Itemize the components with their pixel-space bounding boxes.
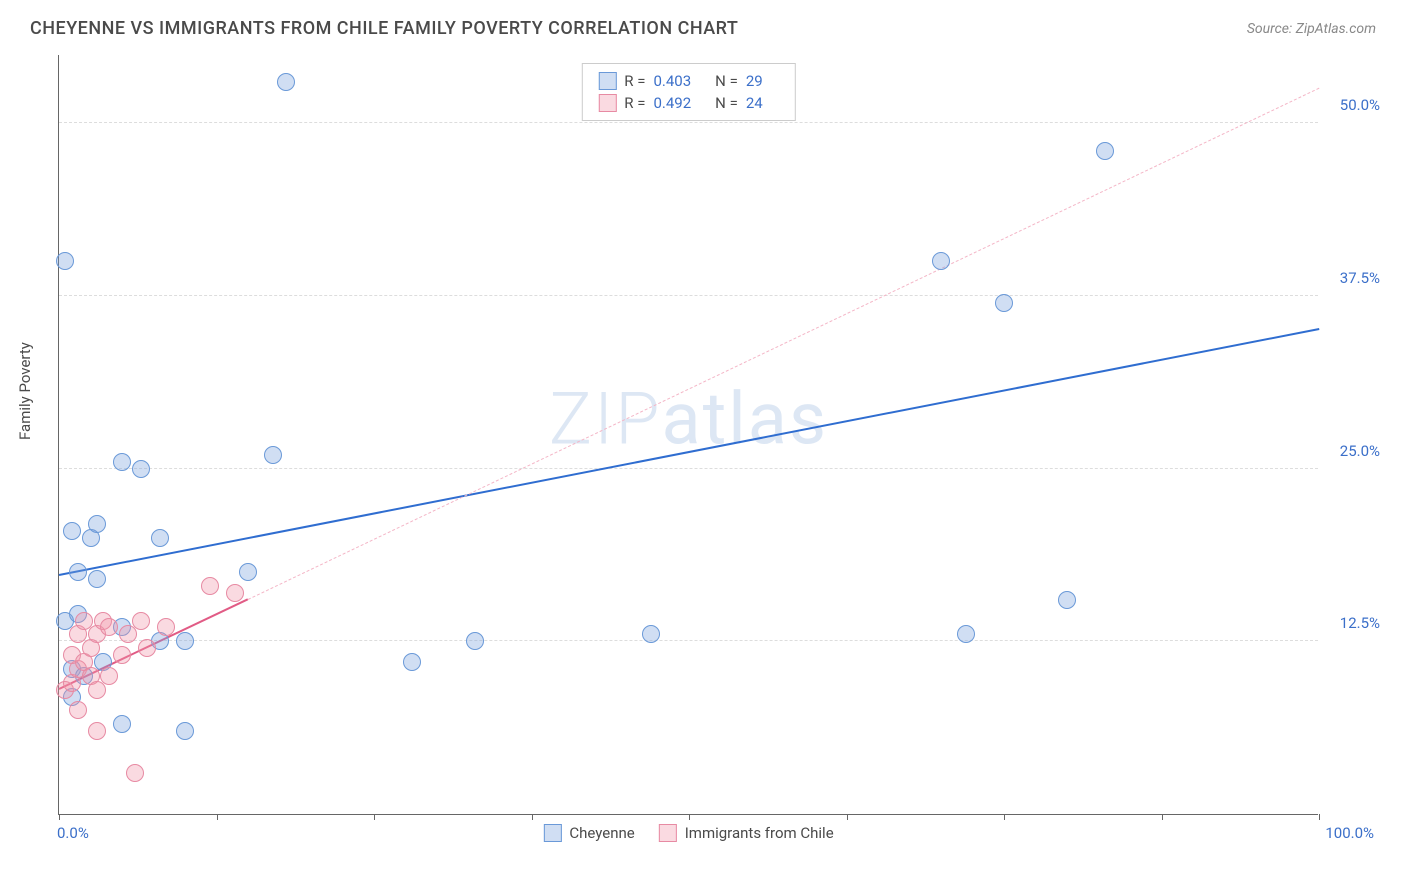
data-point [157,618,175,636]
legend-label-chile: Immigrants from Chile [685,824,834,842]
gridline [59,640,1318,641]
gridline [59,122,1318,123]
data-point [126,764,144,782]
n-label: N = [715,72,738,90]
data-point [75,612,93,630]
n-label: N = [715,94,738,112]
data-point [100,618,118,636]
x-tick [532,814,533,820]
data-point [113,715,131,733]
trendline-extrapolated [248,88,1319,600]
data-point [176,632,194,650]
swatch-chile [598,94,616,112]
data-point [957,625,975,643]
data-point [113,453,131,471]
n-value-chile: 24 [746,94,763,112]
r-value-chile: 0.492 [653,94,691,112]
legend-item-cheyenne: Cheyenne [543,824,634,842]
data-point [151,529,169,547]
data-point [88,722,106,740]
y-axis-label: Family Poverty [16,342,34,440]
data-point [277,73,295,91]
data-point [119,625,137,643]
legend-label-cheyenne: Cheyenne [569,824,634,842]
trendline [59,328,1319,576]
x-tick [1004,814,1005,820]
x-tick [1319,814,1320,820]
data-point [1096,142,1114,160]
data-point [403,653,421,671]
data-point [138,639,156,657]
x-tick [59,814,60,820]
legend-row-chile: R = 0.492 N = 24 [598,92,778,114]
r-value-cheyenne: 0.403 [653,72,691,90]
x-tick [1162,814,1163,820]
data-point [132,612,150,630]
data-point [63,522,81,540]
data-point [466,632,484,650]
data-point [226,584,244,602]
legend-row-cheyenne: R = 0.403 N = 29 [598,70,778,92]
y-tick-label: 12.5% [1340,614,1380,632]
x-tick [217,814,218,820]
data-point [1058,591,1076,609]
correlation-legend: R = 0.403 N = 29 R = 0.492 N = 24 [581,63,795,121]
data-point [132,460,150,478]
r-label: R = [624,72,645,90]
y-tick-label: 37.5% [1340,269,1380,287]
data-point [642,625,660,643]
data-point [88,570,106,588]
x-tick [847,814,848,820]
data-point [69,563,87,581]
swatch-cheyenne [598,72,616,90]
x-axis-max-label: 100.0% [1325,824,1374,842]
data-point [100,667,118,685]
data-point [239,563,257,581]
y-tick-label: 25.0% [1340,442,1380,460]
data-point [932,252,950,270]
chart-source: Source: ZipAtlas.com [1247,21,1376,37]
chart-title: CHEYENNE VS IMMIGRANTS FROM CHILE FAMILY… [30,18,738,39]
legend-item-chile: Immigrants from Chile [659,824,834,842]
r-label: R = [624,94,645,112]
data-point [995,294,1013,312]
scatter-plot: ZIPatlas R = 0.403 N = 29 R = 0.492 N = … [58,55,1318,815]
series-legend: Cheyenne Immigrants from Chile [543,824,833,842]
data-point [176,722,194,740]
swatch-cheyenne [543,824,561,842]
swatch-chile [659,824,677,842]
gridline [59,468,1318,469]
data-point [113,646,131,664]
gridline [59,295,1318,296]
n-value-cheyenne: 29 [746,72,763,90]
data-point [264,446,282,464]
y-tick-label: 50.0% [1340,96,1380,114]
data-point [56,252,74,270]
data-point [201,577,219,595]
x-tick [374,814,375,820]
data-point [88,681,106,699]
x-tick [689,814,690,820]
data-point [88,515,106,533]
data-point [69,701,87,719]
x-axis-min-label: 0.0% [57,824,89,842]
